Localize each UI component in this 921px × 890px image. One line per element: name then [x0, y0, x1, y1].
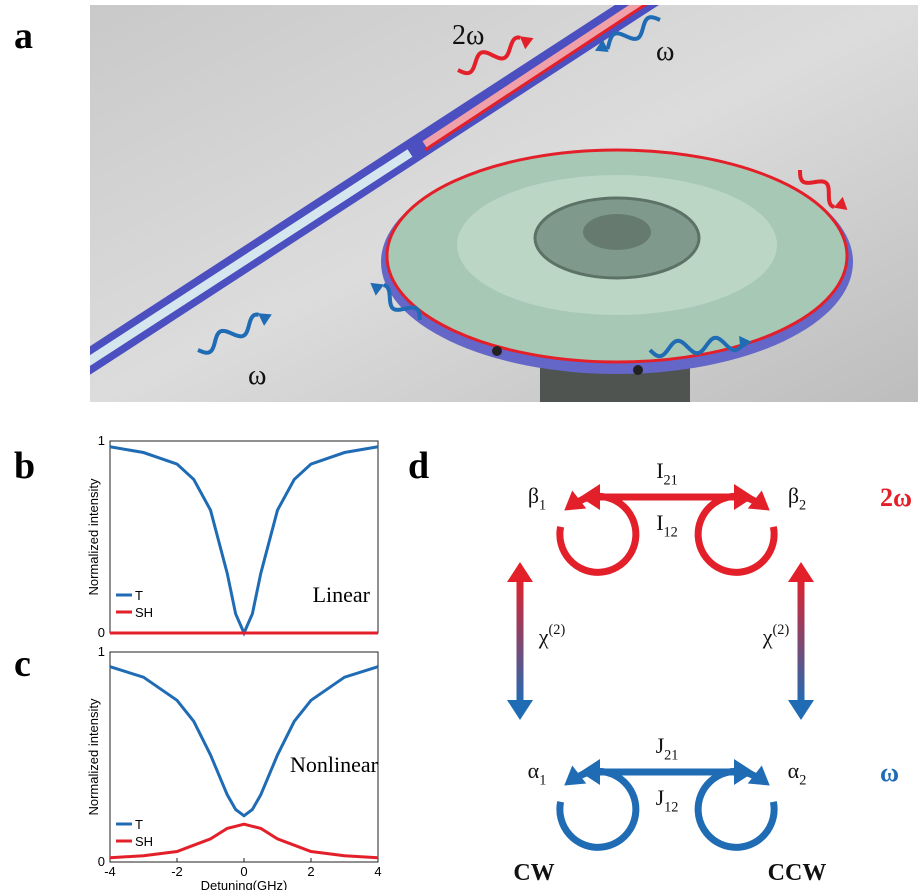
- coupling-label: J12: [656, 785, 679, 816]
- subscript: 1: [539, 498, 546, 514]
- arrowhead: [788, 700, 814, 720]
- y-axis-label: Normalized intensity: [86, 698, 101, 816]
- scatterer: [492, 346, 502, 356]
- frequency-label: ω: [880, 758, 899, 787]
- conversion-arrow: [798, 578, 805, 704]
- coupling-label: J21: [656, 733, 679, 764]
- y-axis-label: Normalized intensity: [86, 478, 101, 596]
- symbol: α: [788, 758, 800, 783]
- panel-label: a: [14, 15, 33, 57]
- legend-label: T: [135, 588, 143, 603]
- device-illustration: 2ω ω ω: [60, 0, 918, 402]
- subscript: 21: [664, 473, 678, 489]
- symbol: I: [656, 510, 663, 535]
- subscript: 21: [664, 748, 678, 764]
- nonlinearity-label: χ(2): [762, 622, 790, 649]
- nonlinearity-label: χ(2): [538, 622, 566, 649]
- annotation: Linear: [313, 582, 371, 607]
- subscript: 2: [799, 498, 806, 514]
- line-chart: 0 1 Normalized intensity T SH Linear: [86, 433, 378, 640]
- x-tick-label: 0: [240, 864, 247, 879]
- coupling-label: I21: [656, 458, 678, 489]
- wave-label: 2ω: [452, 20, 484, 51]
- y-tick-label: 1: [98, 433, 105, 448]
- wave-label: ω: [656, 36, 674, 67]
- symbol: χ: [762, 624, 773, 649]
- mode-label: β2: [788, 483, 806, 514]
- figure: a b c d 2ω ω ω β1β2α1α2I21I12J21J12χ(2)χ…: [0, 0, 921, 890]
- subscript: 12: [664, 800, 678, 816]
- symbol: β: [788, 483, 799, 508]
- subscript: 12: [664, 525, 678, 541]
- mode-label: β1: [528, 483, 546, 514]
- superscript: (2): [549, 622, 566, 638]
- x-axis-label: Detuning(GHz): [201, 878, 288, 890]
- legend-label: SH: [135, 834, 153, 849]
- scatterer: [633, 365, 643, 375]
- panel-label: d: [408, 445, 429, 487]
- direction-label: CW: [513, 860, 554, 886]
- subscript: 2: [799, 773, 806, 789]
- frequency-label: 2ω: [880, 483, 912, 512]
- y-tick-label: 0: [98, 625, 105, 640]
- y-tick-label: 1: [98, 644, 105, 659]
- arrowhead: [507, 562, 533, 582]
- panel-label: b: [14, 445, 35, 487]
- mode-label: α1: [528, 758, 547, 789]
- symbol: β: [528, 483, 539, 508]
- conversion-arrow: [517, 578, 524, 704]
- annotation: Nonlinear: [290, 752, 379, 777]
- x-tick-label: -2: [171, 864, 183, 879]
- symbol: χ: [538, 624, 549, 649]
- arrowhead: [788, 562, 814, 582]
- superscript: (2): [773, 622, 790, 638]
- legend-label: T: [135, 817, 143, 832]
- mode-label: α2: [788, 758, 807, 789]
- symbol: I: [656, 458, 663, 483]
- direction-label: CCW: [768, 860, 827, 886]
- x-tick-label: -4: [104, 864, 116, 879]
- x-tick-label: 4: [374, 864, 381, 879]
- coupling-label: I12: [656, 510, 678, 541]
- arrowhead: [507, 700, 533, 720]
- panel-label: c: [14, 643, 31, 685]
- legend-label: SH: [135, 605, 153, 620]
- disk-post: [583, 214, 651, 250]
- symbol: α: [528, 758, 540, 783]
- wave-label: ω: [248, 360, 266, 391]
- subscript: 1: [539, 773, 546, 789]
- data-line: [110, 667, 378, 816]
- x-tick-label: 2: [307, 864, 314, 879]
